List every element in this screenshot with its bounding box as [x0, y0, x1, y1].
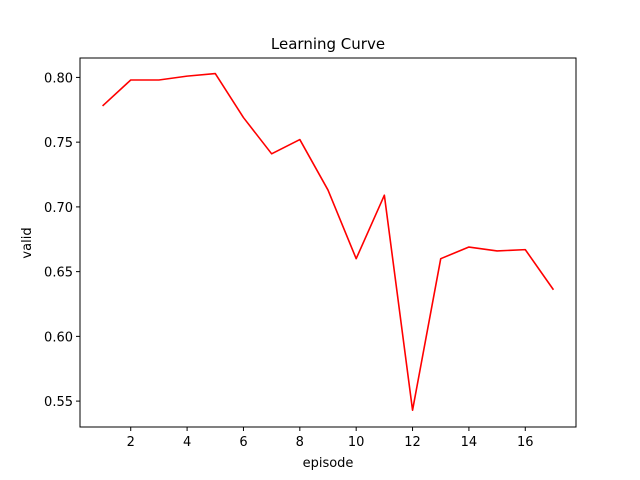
- data-point: [440, 258, 442, 260]
- data-point: [384, 194, 386, 196]
- y-tick-label: 0.80: [44, 71, 73, 86]
- series-layer: [102, 72, 555, 411]
- x-tick-label: 2: [127, 435, 135, 450]
- data-point: [553, 289, 555, 291]
- x-tick-label: 6: [239, 435, 247, 450]
- y-axis-label: valid: [20, 227, 35, 258]
- x-tick-label: 10: [348, 435, 365, 450]
- data-point: [130, 79, 132, 81]
- x-tick-label: 16: [517, 435, 534, 450]
- y-tick-label: 0.70: [44, 201, 73, 216]
- data-point: [243, 117, 245, 119]
- x-tick-label: 8: [296, 435, 304, 450]
- y-axis: 0.55 0.60 0.65 0.70 0.75 0.80: [44, 71, 80, 410]
- data-point: [214, 73, 216, 75]
- data-point: [327, 189, 329, 191]
- data-point: [186, 75, 188, 77]
- data-point: [496, 250, 498, 252]
- data-point: [468, 246, 470, 248]
- x-tick-label: 12: [404, 435, 421, 450]
- data-point: [271, 153, 273, 155]
- axes-frame: [79, 57, 577, 428]
- x-tick-label: 4: [183, 435, 191, 450]
- y-tick-label: 0.75: [44, 136, 73, 151]
- chart-title: Learning Curve: [271, 35, 385, 53]
- data-point: [524, 249, 526, 251]
- x-axis: 2 4 6 8 10 12 14 16: [127, 427, 534, 450]
- plot-area: 2 4 6 8 10 12 14 16 0.55 0.60 0.65 0.70 0.75 0.80: [44, 57, 577, 450]
- y-tick-label: 0.60: [44, 330, 73, 345]
- data-point: [102, 105, 104, 107]
- data-point: [158, 79, 160, 81]
- x-axis-label: episode: [303, 456, 354, 471]
- data-point: [299, 139, 301, 141]
- data-point: [412, 409, 414, 411]
- x-tick-label: 14: [461, 435, 478, 450]
- series-line: [102, 72, 555, 411]
- y-tick-label: 0.55: [44, 395, 73, 410]
- y-tick-label: 0.65: [44, 266, 73, 281]
- data-point: [355, 258, 357, 260]
